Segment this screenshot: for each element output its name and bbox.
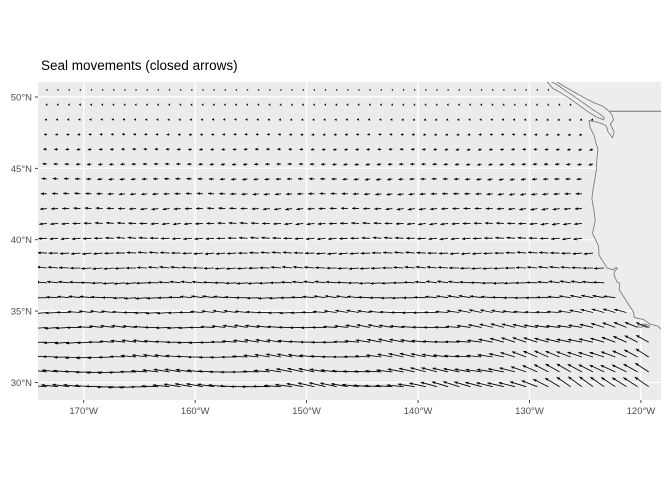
coast-map xyxy=(546,82,661,330)
mainland-landmass xyxy=(556,82,661,330)
y-tick-label: 40°N xyxy=(11,235,32,246)
y-tick-label: 50°N xyxy=(11,92,32,103)
x-tick-label: 170°W xyxy=(69,406,98,417)
axis-ticks xyxy=(35,96,642,403)
x-tick-label: 160°W xyxy=(181,406,210,417)
seal-movement-arrows xyxy=(38,89,649,389)
x-tick-label: 130°W xyxy=(515,406,544,417)
y-tick-label: 30°N xyxy=(11,378,32,389)
vancouver-island xyxy=(546,82,605,121)
axis-tick-labels: 170°W 160°W 150°W 140°W 130°W 120°W 50°N 45°N 40… xyxy=(11,92,656,417)
y-tick-label: 35°N xyxy=(11,306,32,317)
y-tick-label: 45°N xyxy=(11,164,32,175)
x-tick-label: 120°W xyxy=(627,406,656,417)
chart-title: Seal movements (closed arrows) xyxy=(41,58,238,73)
x-tick-label: 140°W xyxy=(404,406,433,417)
x-tick-label: 150°W xyxy=(292,406,321,417)
